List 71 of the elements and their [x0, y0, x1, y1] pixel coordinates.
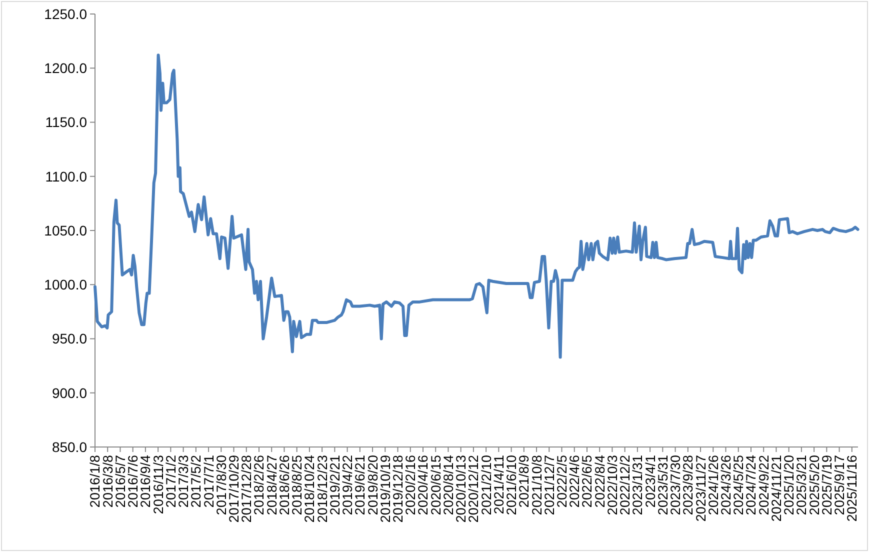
x-tick-label: 2025/7/19 [819, 455, 834, 516]
x-tick-label: 2025/11/16 [844, 455, 860, 522]
x-tick-label: 2018/12/23 [314, 455, 330, 523]
x-tick-label: 2016/7/6 [126, 455, 141, 508]
x-tick-label: 2024/11/21 [768, 455, 784, 522]
y-tick-label: 1100.0 [45, 168, 88, 184]
x-tick-label: 2022/10/3 [604, 455, 620, 516]
x-tick-label: 2019/2/21 [327, 455, 342, 516]
x-tick-label: 2025/3/21 [794, 455, 810, 516]
x-tick-label: 2023/7/30 [668, 455, 684, 516]
x-tick-label: 2023/4/1 [642, 455, 658, 508]
x-tick-label: 2021/10/8 [529, 455, 544, 516]
y-tick-label: 1050.0 [44, 222, 88, 238]
x-tick-label: 2016/5/7 [112, 455, 128, 508]
x-tick-label: 2019/8/20 [365, 455, 380, 516]
x-tick-label: 2024/1/26 [706, 455, 721, 516]
x-tick-label: 2016/11/3 [150, 455, 166, 514]
x-tick-label: 2025/9/17 [832, 455, 848, 516]
x-tick-label: 2017/12/28 [239, 455, 254, 523]
x-tick-label: 2025/1/20 [782, 455, 797, 516]
y-tick-label: 1250.0 [44, 6, 88, 22]
x-tick-label: 2021/8/9 [516, 455, 532, 508]
x-tick-label: 2023/9/28 [680, 455, 696, 516]
x-tick-label: 2018/2/26 [252, 455, 267, 516]
x-tick-label: 2017/1/2 [163, 455, 178, 508]
x-tick-label: 2021/4/11 [491, 455, 506, 514]
x-tick-label: 2018/10/24 [302, 454, 318, 523]
x-tick-label: 2023/11/27 [693, 455, 708, 522]
line-series [94, 54, 860, 359]
x-tick-label: 2022/12/2 [618, 455, 633, 516]
y-tick-label: 1200.0 [44, 60, 88, 76]
x-tick-label: 2016/9/4 [138, 454, 154, 508]
y-tick-label: 950.0 [52, 330, 88, 347]
x-tick-label: 2016/1/8 [88, 455, 103, 508]
x-tick-label: 2024/7/24 [744, 454, 759, 516]
x-tick-label: 2017/3/3 [176, 455, 192, 508]
x-tick-label: 2025/5/20 [806, 455, 822, 516]
y-tick-label: 850.0 [52, 438, 88, 455]
x-tick-label: 2018/8/25 [290, 455, 305, 516]
x-tick-label: 2020/8/14 [440, 454, 456, 516]
x-tick-label: 2020/4/16 [416, 455, 431, 516]
x-tick-label: 2021/6/10 [504, 455, 520, 516]
y-tick-label: 900.0 [52, 384, 88, 401]
x-tick-label: 2017/10/29 [226, 455, 242, 523]
x-tick-label: 2022/6/5 [580, 455, 595, 508]
x-tick-label: 2017/8/30 [214, 455, 229, 516]
x-tick-label: 2018/4/27 [264, 455, 280, 516]
y-tick-label: 1000.0 [44, 276, 88, 293]
y-tick-label: 1150.0 [45, 114, 88, 130]
x-tick-label: 2021/12/7 [542, 455, 557, 516]
x-tick-label: 2017/7/1 [201, 455, 216, 508]
x-tick-label: 2023/1/31 [630, 455, 646, 516]
x-tick-label: 2024/3/26 [718, 455, 734, 516]
x-tick-label: 2019/4/22 [340, 455, 356, 516]
x-tick-label: 2019/10/19 [378, 455, 393, 523]
x-tick-label: 2018/6/26 [276, 455, 292, 516]
x-tick-label: 2017/5/2 [188, 455, 204, 508]
x-tick-label: 2022/2/5 [554, 455, 570, 508]
x-tick-label: 2016/3/8 [100, 455, 116, 508]
x-tick-label: 2023/5/31 [655, 455, 670, 516]
x-tick-label: 2020/6/15 [428, 455, 444, 516]
x-tick-label: 2020/12/12 [466, 455, 482, 523]
x-tick-label: 2019/6/21 [352, 455, 368, 516]
x-tick-label: 2021/2/10 [478, 455, 494, 516]
x-tick-label: 2020/10/13 [454, 455, 469, 523]
x-tick-label: 2020/2/16 [403, 455, 418, 516]
x-tick-label: 2022/8/4 [592, 454, 608, 508]
x-tick-label: 2024/5/25 [731, 455, 746, 516]
x-tick-label: 2022/4/6 [567, 455, 582, 508]
x-tick-label: 2024/9/22 [756, 455, 772, 516]
x-tick-label: 2019/12/18 [390, 455, 406, 523]
